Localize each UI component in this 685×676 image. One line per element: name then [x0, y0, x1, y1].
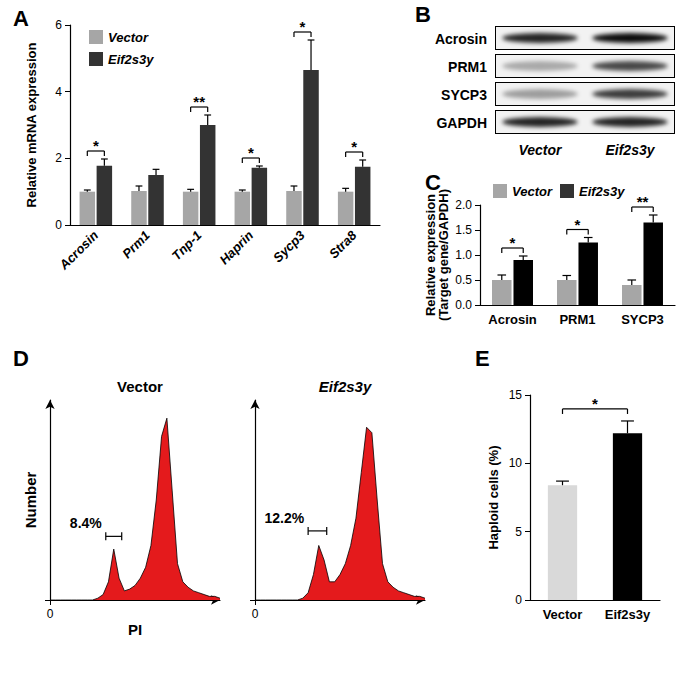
svg-text:12.2%: 12.2% [264, 510, 304, 526]
svg-text:*: * [351, 138, 357, 155]
svg-text:PRM1: PRM1 [559, 312, 595, 327]
svg-text:Vector: Vector [117, 378, 163, 395]
svg-text:2.0: 2.0 [455, 198, 472, 212]
svg-text:Acrosin: Acrosin [56, 228, 102, 274]
html-text:Vector: Vector [518, 142, 562, 158]
svg-text:*: * [300, 18, 306, 35]
svg-text:(Target gene/GAPDH): (Target gene/GAPDH) [436, 189, 451, 321]
svg-text:Tnp-1: Tnp-1 [169, 228, 205, 264]
svg-text:0: 0 [47, 607, 54, 621]
svg-text:5: 5 [515, 525, 522, 539]
svg-text:D: D [13, 346, 29, 371]
svg-text:Vector: Vector [512, 184, 553, 199]
svg-text:**: ** [193, 93, 205, 110]
svg-text:0: 0 [252, 607, 259, 621]
svg-text:Stra8: Stra8 [326, 227, 360, 261]
svg-text:10: 10 [509, 456, 523, 470]
svg-text:Relative expression: Relative expression [423, 193, 438, 317]
svg-text:0.5: 0.5 [455, 273, 472, 287]
html-text:B: B [415, 2, 431, 27]
svg-text:Vector: Vector [543, 607, 583, 622]
html-text:Acrosin: Acrosin [434, 31, 487, 47]
svg-text:2: 2 [55, 151, 62, 165]
svg-text:*: * [248, 144, 254, 161]
svg-text:**: ** [637, 193, 649, 210]
svg-text:Vector: Vector [108, 30, 149, 45]
svg-text:15: 15 [509, 388, 523, 402]
svg-text:Eif2s3y: Eif2s3y [579, 184, 625, 199]
svg-text:Haploid cells (%): Haploid cells (%) [486, 445, 501, 549]
svg-text:Sycp3: Sycp3 [270, 227, 308, 265]
html-text:PRM1: PRM1 [448, 59, 487, 75]
svg-text:Haprin: Haprin [216, 228, 256, 268]
svg-text:Relative mRNA expression: Relative mRNA expression [24, 42, 39, 207]
svg-text:SYCP3: SYCP3 [621, 312, 664, 327]
svg-text:Acrosin: Acrosin [488, 312, 536, 327]
svg-text:PI: PI [128, 621, 142, 638]
svg-text:1.0: 1.0 [455, 248, 472, 262]
svg-text:A: A [13, 6, 29, 31]
svg-text:6: 6 [55, 18, 62, 32]
svg-text:*: * [510, 234, 516, 251]
html-text:SYCP3: SYCP3 [441, 87, 487, 103]
svg-text:4: 4 [55, 85, 62, 99]
svg-text:0.0: 0.0 [455, 298, 472, 312]
svg-text:*: * [575, 216, 581, 233]
svg-text:8.4%: 8.4% [70, 515, 102, 531]
svg-text:0: 0 [515, 593, 522, 607]
svg-text:Eif2s3y: Eif2s3y [319, 378, 372, 395]
html-text:GAPDH: GAPDH [436, 115, 487, 131]
svg-text:Prm1: Prm1 [119, 228, 153, 262]
svg-text:*: * [93, 137, 99, 154]
svg-text:Eif2s3y: Eif2s3y [108, 52, 154, 67]
html-text:Eif2s3y: Eif2s3y [605, 142, 655, 158]
svg-text:E: E [475, 346, 490, 371]
svg-text:1.5: 1.5 [455, 223, 472, 237]
svg-text:*: * [592, 395, 598, 412]
svg-text:Number: Number [22, 472, 39, 529]
svg-text:Eif2s3y: Eif2s3y [605, 607, 651, 622]
svg-text:0: 0 [55, 218, 62, 232]
svg-text:C: C [425, 170, 441, 195]
